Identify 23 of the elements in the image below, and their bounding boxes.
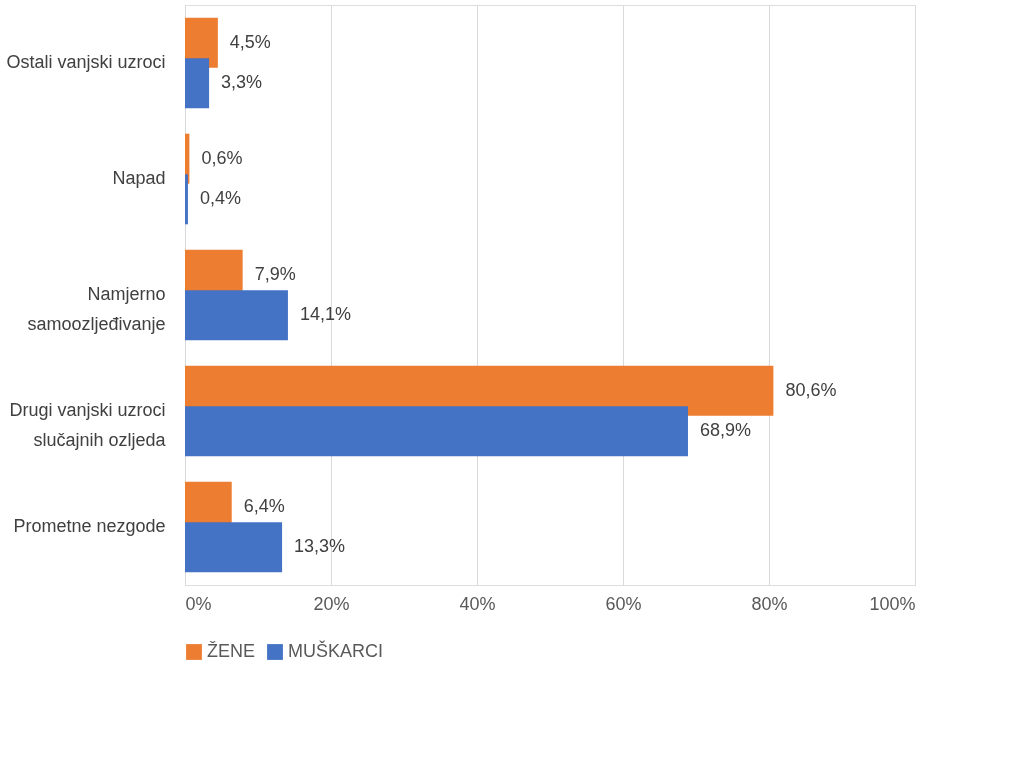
x-tick-label: 0% (185, 593, 212, 614)
x-tick-label: 20% (313, 593, 350, 614)
y-tick-label: Namjerno samoozljeđivanje (27, 284, 166, 334)
y-tick-label: Ostali vanjski uzroci (6, 52, 166, 72)
data-label: 3,3% (221, 72, 263, 93)
y-tick-label: Prometne nezgode (13, 516, 166, 536)
data-label: 4,5% (229, 31, 271, 52)
y-tick-label: Drugi vanjski uzroci slučajnih ozljeda (9, 400, 167, 450)
data-label: 14,1% (299, 304, 351, 325)
data-label: 80,6% (785, 379, 837, 400)
data-label: 0,4% (199, 188, 241, 209)
y-tick-label: Napad (112, 168, 166, 188)
legend-label: ŽENE (207, 641, 256, 661)
data-label: 0,6% (201, 147, 243, 168)
x-tick-label: 100% (869, 593, 916, 614)
x-tick-label: 40% (459, 593, 496, 614)
data-label: 7,9% (254, 263, 296, 284)
x-tick-label: 80% (751, 593, 788, 614)
data-label: 68,9% (699, 420, 752, 441)
data-label: 6,4% (243, 495, 285, 516)
legend-label: MUŠKARCI (288, 640, 384, 661)
x-tick-label: 60% (605, 593, 642, 614)
data-label: 13,3% (294, 536, 346, 557)
